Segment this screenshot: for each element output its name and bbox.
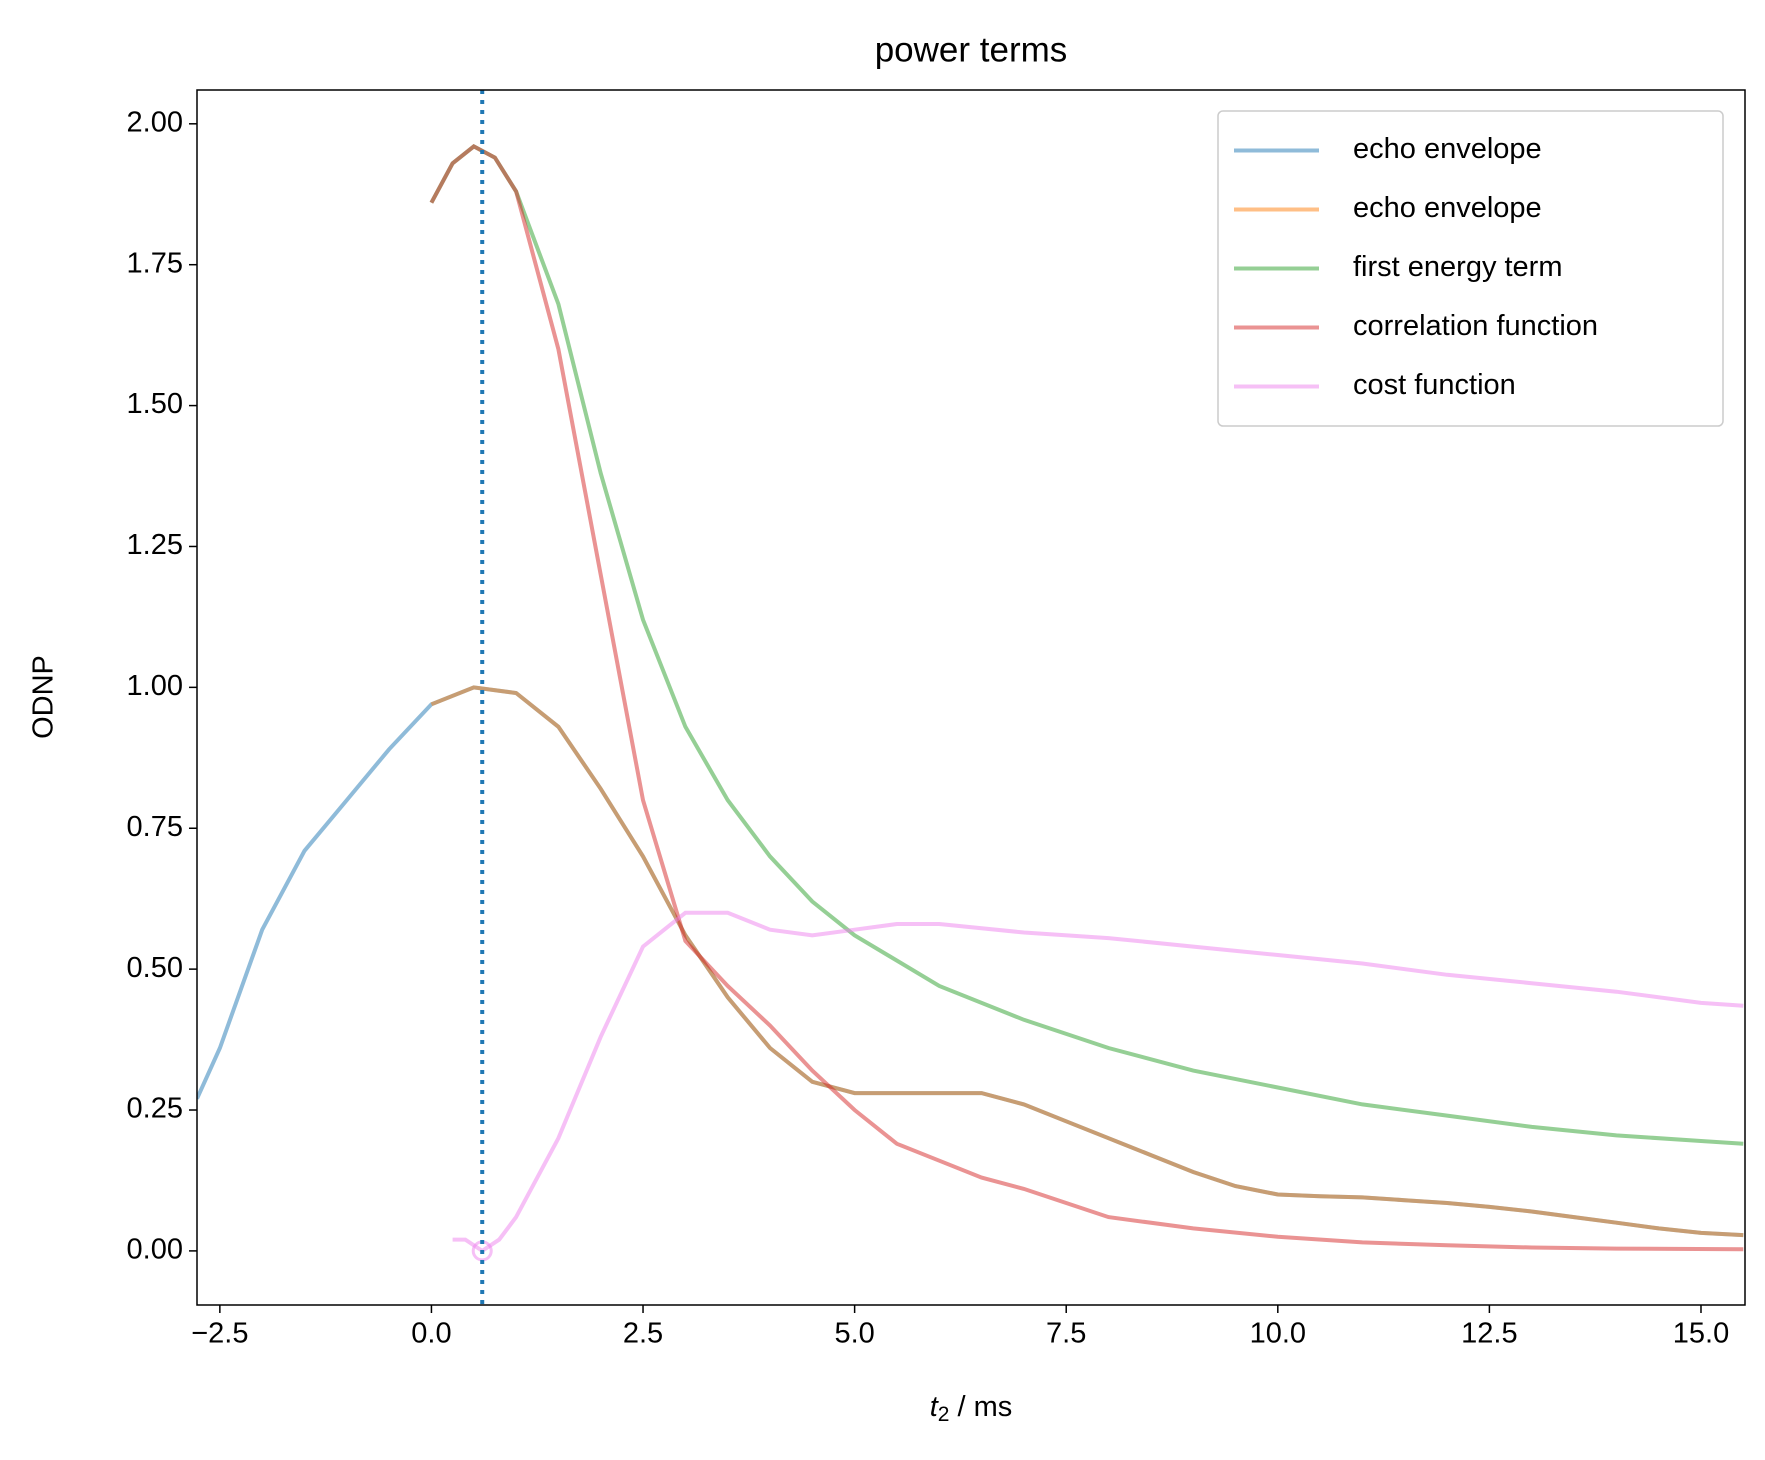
x-tick-label: 2.5 xyxy=(623,1318,663,1350)
y-tick-label: 1.50 xyxy=(127,388,183,420)
x-tick-label: −2.5 xyxy=(191,1318,248,1350)
x-label-subscript: 2 xyxy=(938,1403,950,1426)
legend-label: echo envelope xyxy=(1353,192,1542,224)
legend-label: echo envelope xyxy=(1353,133,1542,165)
y-tick-label: 1.00 xyxy=(127,670,183,702)
legend-label: first energy term xyxy=(1353,251,1563,283)
series-line xyxy=(197,685,1744,1238)
y-tick-label: 0.25 xyxy=(127,1093,183,1125)
y-tick-label: 1.25 xyxy=(127,529,183,561)
y-tick-label: 2.00 xyxy=(127,106,183,138)
x-axis-label: t2 / ms xyxy=(930,1391,1013,1426)
series-line xyxy=(430,685,1744,1238)
x-tick-label: 5.0 xyxy=(834,1318,874,1350)
x-tick-label: 10.0 xyxy=(1250,1318,1306,1350)
y-tick-label: 1.75 xyxy=(127,247,183,279)
plot-frame xyxy=(196,89,1746,1306)
x-tick-label: 0.0 xyxy=(411,1318,451,1350)
y-tick-label: 0.00 xyxy=(127,1234,183,1266)
y-tick-label: 0.75 xyxy=(127,811,183,843)
legend-label: correlation function xyxy=(1353,310,1598,342)
y-axis-label: ODNP xyxy=(28,655,60,739)
x-tick-label: 12.5 xyxy=(1461,1318,1517,1350)
x-label-symbol: t xyxy=(930,1391,940,1423)
x-label-unit: / ms xyxy=(949,1391,1012,1423)
chart-title: power terms xyxy=(875,30,1068,69)
legend-label: cost function xyxy=(1353,369,1516,401)
series-line xyxy=(429,144,1744,1252)
y-tick-label: 0.50 xyxy=(127,952,183,984)
series-line xyxy=(452,910,1744,1254)
legend-box xyxy=(1217,110,1724,427)
x-tick-label: 15.0 xyxy=(1673,1318,1729,1350)
x-tick-label: 7.5 xyxy=(1046,1318,1086,1350)
